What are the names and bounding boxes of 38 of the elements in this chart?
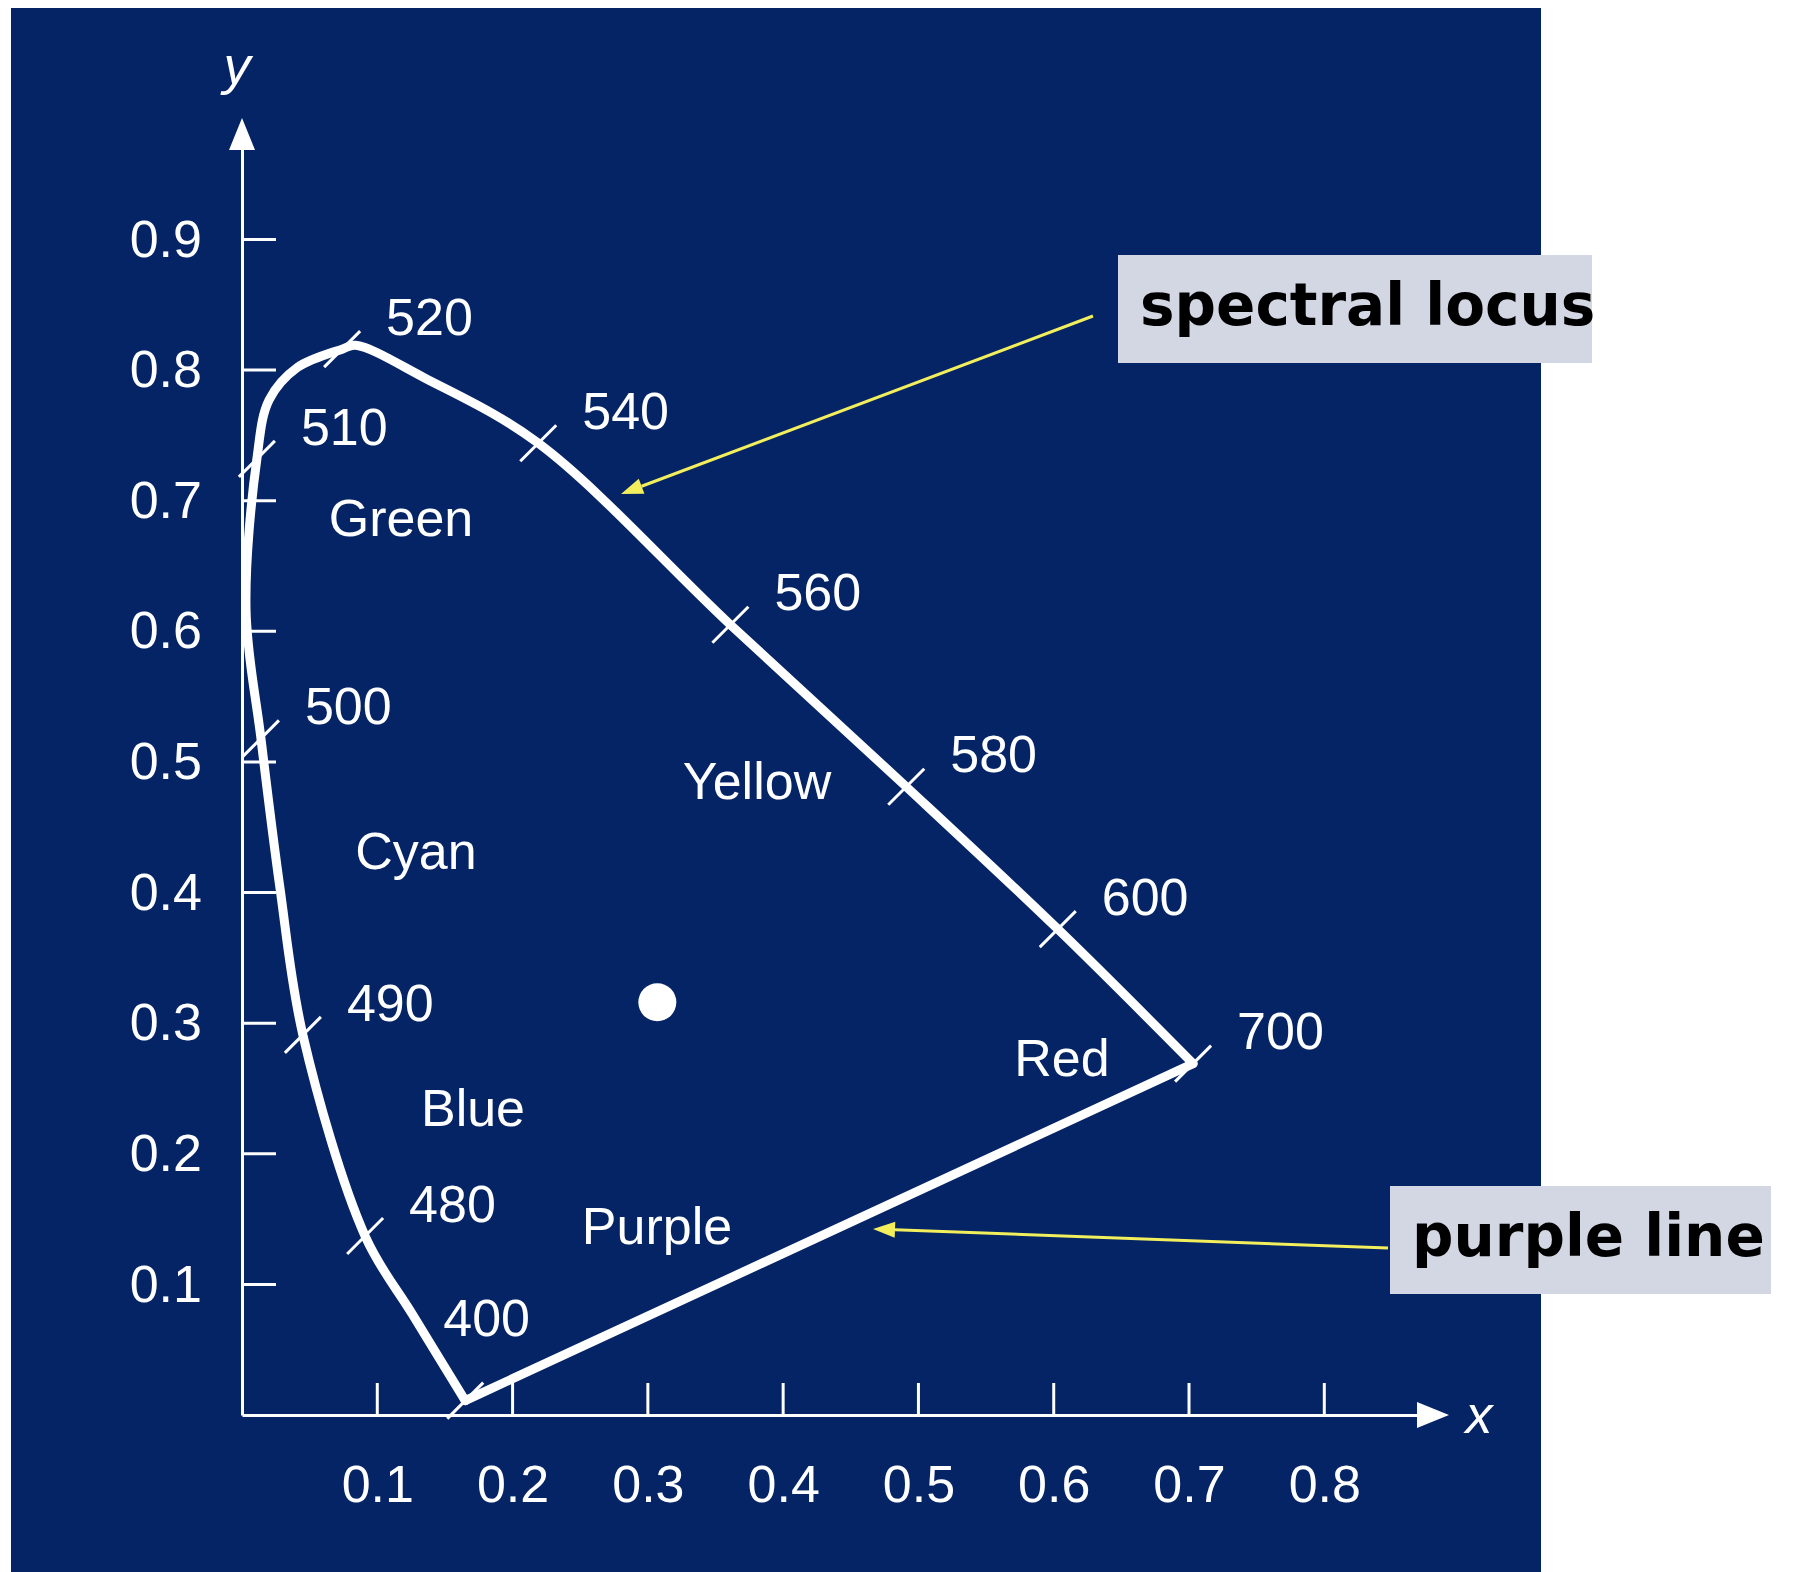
annotation: spectral locus (1140, 271, 1596, 340)
annotation: 400 (443, 1289, 530, 1348)
x-tick-label: 0.5 (882, 1454, 956, 1513)
y-tick-label: 0.3 (129, 993, 202, 1052)
annotation: Purple (581, 1196, 733, 1255)
x-tick-label: 0.3 (612, 1454, 685, 1513)
x-axis-title: x (1462, 1384, 1495, 1445)
x-tick-label: 0.7 (1153, 1454, 1226, 1513)
y-tick-label: 0.8 (129, 340, 202, 399)
y-tick-label: 0.1 (129, 1254, 202, 1313)
x-tick-label: 0.4 (747, 1454, 820, 1513)
annotation: 700 (1237, 1002, 1324, 1061)
x-tick-label: 0.8 (1288, 1454, 1361, 1513)
annotation: 580 (950, 725, 1038, 784)
x-tick-label: 0.2 (476, 1454, 550, 1513)
annotation: Red (1014, 1028, 1110, 1087)
annotation: Yellow (682, 751, 832, 810)
y-tick-label: 0.2 (129, 1123, 202, 1182)
y-tick-label: 0.7 (129, 470, 202, 529)
annotation: Green (328, 488, 474, 547)
annotation: Cyan (355, 821, 477, 880)
annotation: 560 (774, 563, 862, 622)
annotation: 480 (409, 1174, 496, 1233)
y-tick-label: 0.6 (129, 601, 202, 660)
annotation: Blue (420, 1078, 526, 1137)
y-tick-label: 0.9 (129, 209, 202, 268)
y-tick-label: 0.4 (129, 862, 202, 921)
annotation: 520 (386, 287, 473, 346)
x-tick-label: 0.1 (341, 1454, 414, 1513)
annotation: 500 (304, 677, 392, 736)
annotation: 510 (300, 397, 388, 456)
annotation: purple line (1412, 1202, 1765, 1271)
x-tick-label: 0.6 (1018, 1454, 1091, 1513)
annotation: 540 (582, 381, 670, 440)
annotation: 600 (1101, 867, 1189, 926)
annotation: 490 (346, 973, 434, 1032)
y-axis-title: y (219, 35, 254, 96)
y-tick-label: 0.5 (129, 732, 202, 791)
